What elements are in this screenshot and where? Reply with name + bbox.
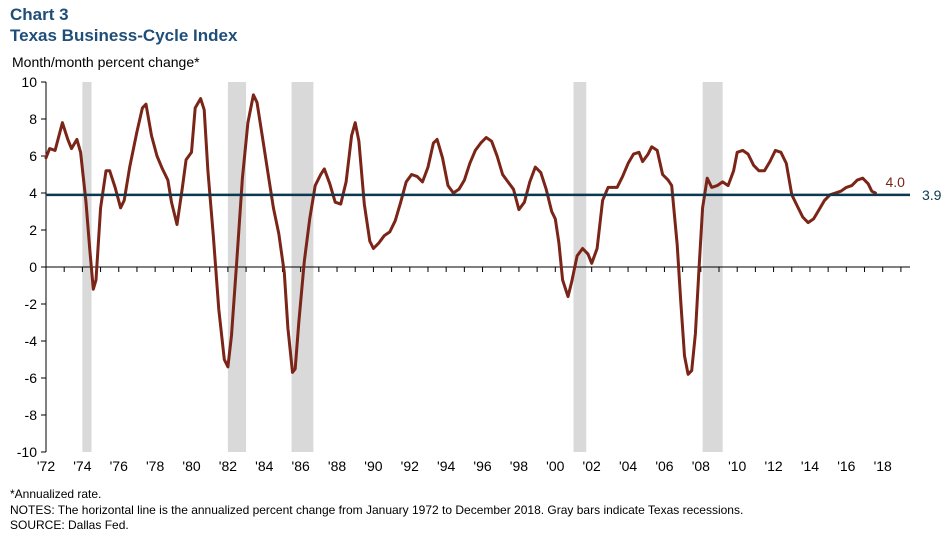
y-tick-label: -10 [17, 444, 37, 460]
x-tick-label: '88 [328, 458, 346, 474]
y-tick-label: 4 [29, 185, 37, 201]
chart-number: Chart 3 [10, 5, 69, 24]
x-tick-label: '00 [546, 458, 564, 474]
x-tick-label: '18 [874, 458, 892, 474]
footnote-notes: NOTES: The horizontal line is the annual… [10, 502, 744, 517]
x-tick-label: '14 [801, 458, 819, 474]
x-tick-label: '84 [255, 458, 273, 474]
x-tick-label: '12 [764, 458, 782, 474]
chart-title: Texas Business-Cycle Index [10, 26, 238, 45]
x-tick-label: '92 [401, 458, 419, 474]
x-tick-label: '80 [182, 458, 200, 474]
x-tick-label: '02 [583, 458, 601, 474]
x-tick-label: '94 [437, 458, 455, 474]
y-tick-label: 8 [29, 111, 37, 127]
x-tick-label: '76 [110, 458, 128, 474]
x-tick-label: '78 [146, 458, 164, 474]
footnote-annualized: *Annualized rate. [10, 487, 102, 501]
x-tick-label: '86 [292, 458, 310, 474]
x-tick-label: '16 [837, 458, 855, 474]
y-axis-label: Month/month percent change* [12, 54, 200, 70]
x-tick-label: '10 [728, 458, 746, 474]
series-line [44, 93, 877, 376]
x-tick-label: '96 [473, 458, 491, 474]
x-tick-label: '82 [219, 458, 237, 474]
footnotes: *Annualized rate. NOTES: The horizontal … [10, 487, 743, 534]
x-tick-label: '04 [619, 458, 637, 474]
y-tick-label: -6 [25, 370, 38, 386]
y-tick-label: 2 [29, 222, 37, 238]
footnote-source: SOURCE: Dallas Fed. [10, 518, 129, 532]
reference-line-label: 3.9 [922, 187, 942, 203]
y-tick-label: -4 [25, 333, 38, 349]
y-tick-label: 6 [29, 148, 37, 164]
y-tick-label: -8 [25, 407, 38, 423]
y-tick-label: 0 [29, 259, 37, 275]
x-tick-label: '72 [37, 458, 55, 474]
y-tick-label: 10 [21, 74, 37, 90]
x-tick-label: '08 [692, 458, 710, 474]
x-tick-label: '74 [73, 458, 91, 474]
y-tick-label: -2 [25, 296, 38, 312]
x-tick-label: '90 [364, 458, 382, 474]
end-value-label: 4.0 [885, 174, 905, 190]
x-tick-label: '98 [510, 458, 528, 474]
x-tick-label: '06 [655, 458, 673, 474]
